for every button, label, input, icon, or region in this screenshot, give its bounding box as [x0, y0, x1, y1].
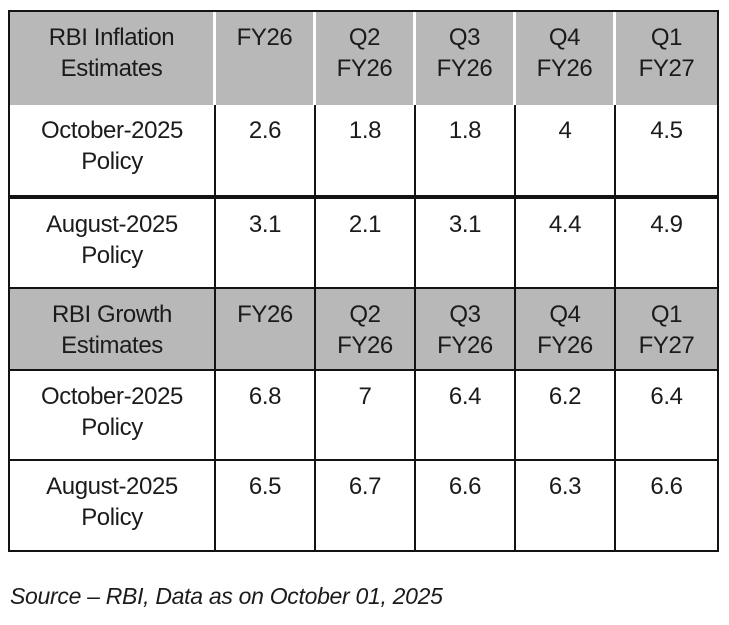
value-cell: 6.7	[316, 461, 416, 550]
value-cell: 6.8	[216, 371, 316, 461]
column-header: Q1 FY27	[616, 289, 717, 371]
value-cell: 3.1	[216, 199, 316, 289]
value-cell: 3.1	[416, 199, 516, 289]
column-header: Q4 FY26	[516, 12, 616, 105]
source-note: Source – RBI, Data as on October 01, 202…	[10, 583, 443, 609]
column-header: Q1 FY27	[616, 12, 717, 105]
value-cell: 2.1	[316, 199, 416, 289]
inflation-august-row: August-2025 Policy 3.1 2.1 3.1 4.4 4.9	[10, 199, 717, 289]
row-label: August-2025 Policy	[10, 461, 216, 550]
value-cell: 4.9	[616, 199, 717, 289]
value-cell: 1.8	[316, 105, 416, 199]
column-header: Q3 FY26	[416, 12, 516, 105]
value-cell: 6.2	[516, 371, 616, 461]
value-cell: 1.8	[416, 105, 516, 199]
value-cell: 7	[316, 371, 416, 461]
growth-october-row: October-2025 Policy 6.8 7 6.4 6.2 6.4	[10, 371, 717, 461]
rbi-estimates-figure: RBI Inflation Estimates FY26 Q2 FY26 Q3 …	[8, 10, 723, 610]
column-header: Q3 FY26	[416, 289, 516, 371]
column-header: Q2 FY26	[316, 12, 416, 105]
growth-august-row: August-2025 Policy 6.5 6.7 6.6 6.3 6.6	[10, 461, 717, 550]
inflation-october-row: October-2025 Policy 2.6 1.8 1.8 4 4.5	[10, 105, 717, 199]
value-cell: 4.5	[616, 105, 717, 199]
inflation-header-row: RBI Inflation Estimates FY26 Q2 FY26 Q3 …	[10, 12, 717, 105]
column-header: FY26	[216, 289, 316, 371]
value-cell: 6.6	[416, 461, 516, 550]
value-cell: 4	[516, 105, 616, 199]
column-header: Q2 FY26	[316, 289, 416, 371]
row-label: October-2025 Policy	[10, 105, 216, 199]
value-cell: 6.4	[616, 371, 717, 461]
value-cell: 6.5	[216, 461, 316, 550]
growth-header-row: RBI Growth Estimates FY26 Q2 FY26 Q3 FY2…	[10, 289, 717, 371]
growth-section-title: RBI Growth Estimates	[10, 289, 216, 371]
value-cell: 6.6	[650, 473, 683, 500]
rbi-estimates-table: RBI Inflation Estimates FY26 Q2 FY26 Q3 …	[8, 10, 719, 552]
row-label: August-2025 Policy	[10, 199, 216, 289]
value-cell: 6.4	[416, 371, 516, 461]
value-cell: 2.6	[216, 105, 316, 199]
inflation-section-title: RBI Inflation Estimates	[10, 12, 216, 105]
value-cell: 6.3	[516, 461, 616, 550]
value-cell: 4.4	[516, 199, 616, 289]
row-label: October-2025 Policy	[10, 371, 216, 461]
column-header: FY26	[216, 12, 316, 105]
column-header: Q4 FY26	[516, 289, 616, 371]
